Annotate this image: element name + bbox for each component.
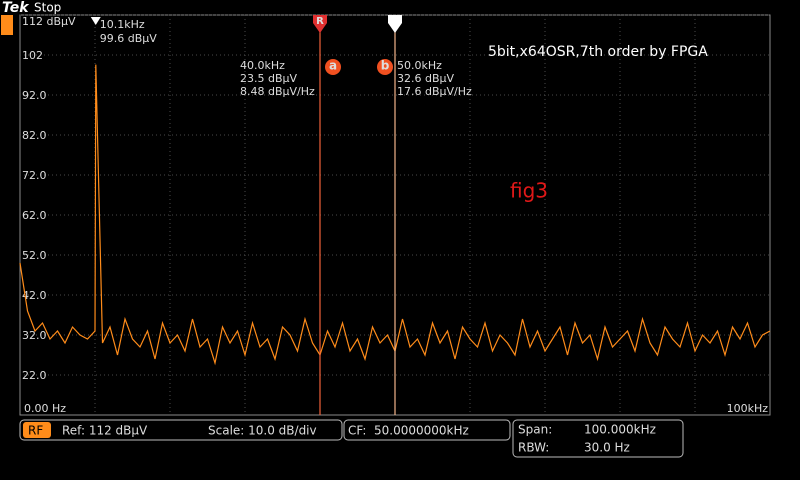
y-tick-label: 42.0: [22, 289, 47, 302]
y-tick-label: 82.0: [22, 129, 47, 142]
annotation: 5bit,x64OSR,7th order by FPGA: [488, 44, 708, 60]
peak-readout: 10.1kHz: [100, 18, 145, 31]
rf-label: RF: [28, 424, 43, 438]
cursor-id: a: [329, 59, 337, 73]
y-tick-label: 22.0: [22, 369, 47, 382]
y-tick-label: 62.0: [22, 209, 47, 222]
scale: Scale: 10.0 dB/div: [208, 424, 317, 438]
y-tick-label: 92.0: [22, 89, 47, 102]
cursor-flag: [313, 15, 327, 33]
cf-box: [343, 419, 511, 441]
fig-label: fig3: [510, 179, 548, 203]
cursor-flag-label: R: [316, 16, 324, 27]
peak-readout: 99.6 dBµV: [100, 32, 158, 45]
cursor-readout: 32.6 dBµV: [397, 72, 455, 85]
cursor-badge: [377, 59, 393, 75]
y-tick-label: 52.0: [22, 249, 47, 262]
cursor-readout: 23.5 dBµV: [240, 72, 298, 85]
y-tick-label: 32.0: [22, 329, 47, 342]
span: 100.000kHz: [584, 423, 656, 437]
cursor-readout: 8.48 dBµV/Hz: [240, 85, 315, 98]
status-bar: RF Ref: 112 dBµV Scale: 10.0 dB/div CF: …: [19, 419, 684, 458]
rf-badge: [23, 422, 51, 438]
cursor-readout: 50.0kHz: [397, 59, 442, 72]
span-box: [512, 419, 684, 458]
cursor-flag: [388, 15, 402, 33]
ref-box: [19, 419, 343, 441]
rbw: 30.0 Hz: [584, 441, 630, 455]
span-label: Span:: [518, 423, 552, 437]
y-tick-label: 102: [22, 49, 43, 62]
y-tick-label: 112 dBµV: [22, 15, 76, 28]
status: Stop: [34, 1, 61, 15]
cursor-readout: 40.0kHz: [240, 59, 285, 72]
logo: Tek: [2, 0, 30, 16]
rbw-label: RBW:: [518, 441, 549, 455]
ref-level: Ref: 112 dBµV: [62, 424, 148, 438]
channel-badge: [1, 15, 13, 35]
cursor-readout: 17.6 dBµV/Hz: [397, 85, 472, 98]
peak-marker: [90, 17, 101, 25]
cursor-id: b: [381, 59, 390, 73]
cursor-badge: [325, 59, 341, 75]
y-tick-label: 72.0: [22, 169, 47, 182]
plot-layer: 112 dBµV 102 92.0 82.0 72.0 62.0 52.0 42.0 32.0 2…: [19, 14, 771, 415]
center-freq: CF: 50.0000000kHz: [348, 424, 469, 438]
x-tick-label: 0.00 Hz: [24, 402, 66, 415]
trace: [19, 64, 771, 366]
x-tick-label: 100kHz: [727, 402, 769, 415]
